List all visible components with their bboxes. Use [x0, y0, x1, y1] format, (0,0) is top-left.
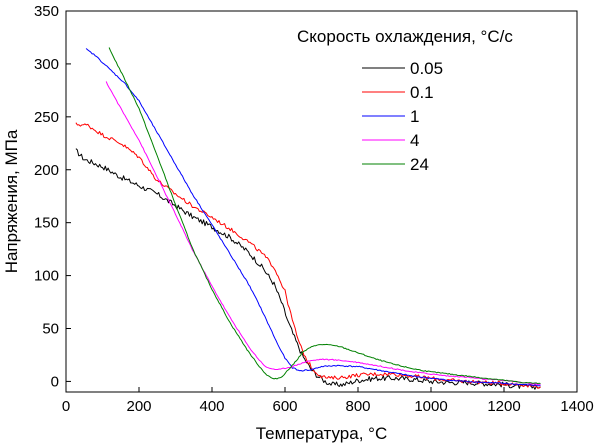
legend-label: 1: [410, 107, 419, 126]
series-layer: [75, 47, 541, 390]
y-tick-label: 150: [34, 215, 59, 232]
y-tick-label: 0: [51, 373, 59, 390]
legend: Скорость охлаждения, °C/с 0.05 0.1 1 4 24: [297, 27, 513, 174]
series-line-1: [85, 48, 541, 387]
y-tick-label: 300: [34, 56, 59, 73]
legend-label: 0.05: [410, 59, 443, 78]
series-line-24: [108, 47, 541, 385]
x-tick-label: 1000: [414, 398, 447, 415]
x-axis-label: Температура, °C: [256, 424, 387, 443]
x-tick-label: 800: [345, 398, 370, 415]
legend-label: 24: [410, 155, 429, 174]
y-tick-label: 250: [34, 109, 59, 126]
y-tick-label: 50: [42, 321, 59, 338]
x-tick-label: 1400: [560, 398, 593, 415]
y-tick-label: 100: [34, 268, 59, 285]
x-tick-label: 0: [62, 398, 70, 415]
x-tick-label: 600: [272, 398, 297, 415]
x-tick-label: 200: [126, 398, 151, 415]
y-axis-label: Напряжения, МПа: [2, 129, 21, 273]
axes-layer: 0 200 400 600 800 1000 1200 1400 0 50 100 150 200 250…: [34, 3, 594, 415]
legend-label: 0.1: [410, 83, 434, 102]
x-tick-label: 400: [199, 398, 224, 415]
series-line-4: [105, 81, 541, 386]
series-line-0.05: [75, 148, 541, 390]
legend-label: 4: [410, 131, 419, 150]
plot-frame: [65, 10, 578, 393]
y-tick-label: 200: [34, 162, 59, 179]
y-tick-label: 350: [34, 3, 59, 20]
x-tick-label: 1200: [487, 398, 520, 415]
legend-title: Скорость охлаждения, °C/с: [297, 27, 513, 46]
